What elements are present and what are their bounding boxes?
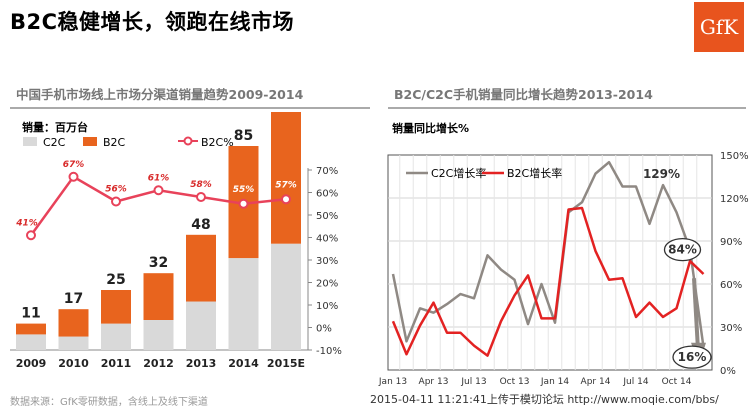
- annotation-label: 129%: [643, 167, 680, 181]
- growth-trend-chart: 销量同比增长% 0% 30% 60% 90% 120% 150% Jan 13 Apr 13 J…: [378, 121, 749, 387]
- bar-total-label: 85: [234, 128, 253, 144]
- y-tick-label: 60%: [720, 280, 742, 291]
- x-tick-label: Apr 14: [581, 377, 611, 387]
- x-tick-label: 2011: [101, 357, 132, 370]
- b2c-pct-point: [111, 196, 121, 207]
- x-tick-label: 2013: [186, 357, 217, 370]
- x-tick-label: Jul 13: [460, 377, 486, 387]
- bar-c2c: [186, 301, 216, 350]
- legend-label-b2c: B2C: [103, 136, 126, 149]
- bar-total-label: 11: [21, 306, 40, 322]
- y2-tick-label: 50%: [316, 211, 338, 222]
- left-ylabel: 销量：百万台: [22, 120, 88, 134]
- y-tick-label: 90%: [720, 237, 742, 248]
- y2-tick-label: 20%: [316, 279, 338, 290]
- x-tick-label: 2012: [143, 357, 174, 370]
- left-bars: 111725324885103: [16, 112, 301, 350]
- x-tick-label: Apr 13: [419, 377, 449, 387]
- x-tick-label: 2014: [228, 357, 259, 370]
- b2c-pct-point: [68, 171, 79, 182]
- right-chart-title: B2C/C2C手机销量同比增长趋势2013-2014: [394, 87, 653, 102]
- x-tick-label: 2009: [16, 357, 47, 370]
- b2c-pct-label: 55%: [233, 185, 255, 195]
- x-tick-label: Jan 13: [378, 377, 407, 387]
- legend-marker-b2c-pct: [183, 136, 193, 146]
- b2c-pct-label: 41%: [15, 218, 38, 228]
- y-tick-label: 30%: [720, 323, 742, 334]
- b2c-pct-point: [281, 194, 291, 205]
- b2c-pct-label: 58%: [190, 180, 212, 190]
- bar-c2c: [58, 336, 89, 350]
- x-tick-label: 2010: [58, 357, 89, 370]
- left-axis: 2009 2010 2011 2012 2013 2014 2015E -10% 0% 10% 20…: [10, 166, 342, 370]
- bar-total-label: 17: [64, 291, 83, 307]
- b2c-pct-label: 67%: [63, 160, 85, 170]
- legend-label-c2c-rate: C2C增长率: [431, 166, 486, 180]
- legend-label-c2c: C2C: [43, 136, 66, 149]
- b2c-pct-point: [153, 185, 164, 196]
- right-legend: C2C增长率 B2C增长率: [406, 166, 562, 180]
- bar-total-label: 48: [191, 217, 210, 233]
- c2c-rate-line: [391, 160, 705, 348]
- b2c-pct-point: [26, 230, 36, 241]
- y2-tick-label: 0%: [316, 324, 332, 335]
- gfk-logo: GfK: [694, 2, 744, 52]
- bar-b2c: [186, 234, 216, 302]
- bar-c2c: [271, 243, 301, 350]
- b2c-rate-line: [391, 206, 705, 357]
- channel-sales-chart: 销量：百万台 C2C B2C B2C% 2009 2010 2011 2012 2013…: [10, 112, 342, 370]
- trend-arrow-shaft: [692, 278, 700, 351]
- bar-total-label: 25: [106, 272, 125, 288]
- left-title-underline: [10, 107, 370, 109]
- legend-swatch-c2c: [23, 137, 37, 146]
- left-chart-title: 中国手机市场线上市场分渠道销量趋势2009-2014: [16, 87, 304, 102]
- bar-b2c: [271, 112, 301, 244]
- upload-watermark: 2015-04-11 11:21:41上传于模切论坛 http://www.mo…: [370, 393, 719, 406]
- y-tick-label: 150%: [720, 151, 749, 162]
- annotation-ellipse: [672, 345, 712, 369]
- plot-border: [387, 154, 713, 371]
- b2c-pct-label: 61%: [148, 173, 170, 183]
- bar-c2c: [101, 323, 131, 350]
- legend-label-b2c-pct: B2C%: [201, 136, 234, 149]
- y2-tick-label: 10%: [316, 301, 338, 312]
- bar-b2c: [58, 309, 89, 337]
- annotation-label: 16%: [678, 350, 707, 364]
- bar-c2c: [143, 320, 174, 350]
- right-lines: [391, 160, 705, 357]
- left-legend: C2C B2C B2C%: [23, 136, 234, 149]
- x-tick-label: 2015E: [267, 357, 305, 370]
- b2c-pct-label: 57%: [275, 180, 297, 190]
- b2c-pct-point: [196, 192, 206, 202]
- bar-b2c: [101, 290, 131, 324]
- bar-b2c: [16, 323, 46, 335]
- bar-c2c: [16, 334, 46, 350]
- legend-swatch-b2c: [83, 137, 97, 146]
- y2-tick-label: 40%: [316, 234, 338, 245]
- left-line: 41% 67% 56% 61% 58% 55% 57%: [15, 160, 297, 241]
- b2c-pct-point: [238, 198, 249, 209]
- annotation-ellipse: [663, 237, 702, 262]
- right-ylabel: 销量同比增长%: [392, 121, 469, 135]
- bar-b2c: [143, 273, 174, 320]
- data-source-note: 数据来源：GfK零研数据，含线上及线下渠道: [10, 397, 208, 408]
- y2-tick-label: -10%: [316, 346, 342, 357]
- x-tick-label: Oct 13: [500, 377, 530, 387]
- annotation-label: 84%: [668, 243, 697, 257]
- y-tick-label: 120%: [720, 194, 749, 205]
- y2-tick-label: 60%: [316, 189, 338, 200]
- legend-label-b2c-rate: B2C增长率: [507, 166, 562, 180]
- x-tick-label: Jan 14: [540, 377, 569, 387]
- y-tick-label: 0%: [720, 366, 736, 377]
- page-title: B2C稳健增长，领跑在线市场: [10, 10, 295, 34]
- y2-tick-label: 70%: [316, 166, 338, 177]
- bar-c2c: [228, 258, 259, 350]
- b2c-pct-label: 56%: [105, 185, 127, 195]
- right-title-underline: [388, 107, 746, 109]
- y2-tick-label: 30%: [316, 256, 338, 267]
- bar-total-label: 32: [149, 255, 168, 271]
- x-tick-label: Oct 14: [662, 377, 692, 387]
- x-tick-label: Jul 14: [622, 377, 648, 387]
- right-annotations: 129% 84% 16%: [643, 167, 712, 369]
